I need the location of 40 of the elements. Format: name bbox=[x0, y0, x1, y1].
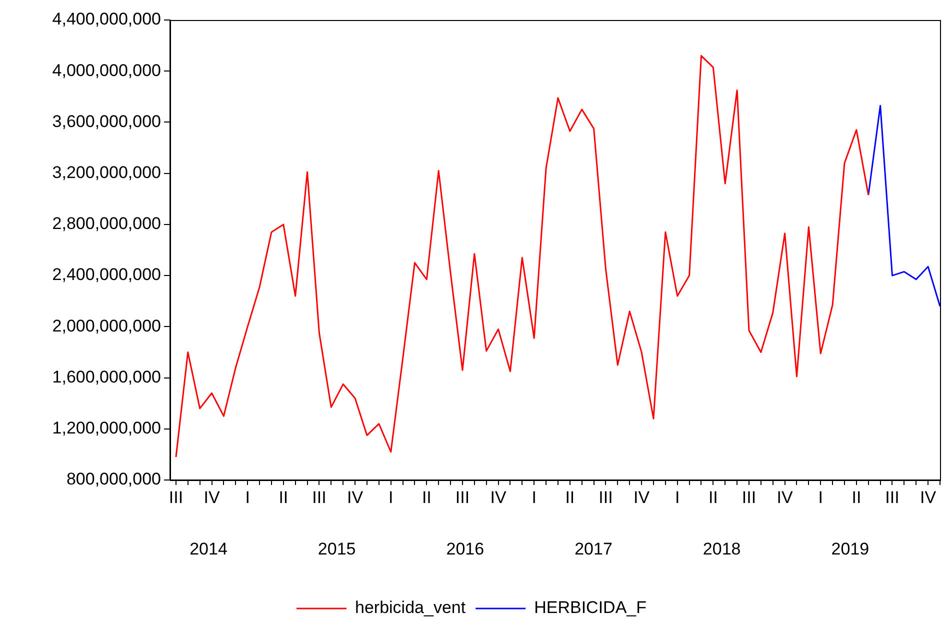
x-tick-label: IV bbox=[347, 488, 364, 507]
x-tick-label: I bbox=[532, 488, 536, 507]
y-tick-label: 2,000,000,000 bbox=[52, 316, 161, 336]
x-tick-label: II bbox=[852, 488, 862, 507]
text: 2014 bbox=[190, 540, 228, 559]
x-tick-label: III bbox=[598, 488, 613, 507]
x-tick-label: IV bbox=[776, 488, 794, 507]
y-tick-label: 2,800,000,000 bbox=[52, 214, 161, 234]
y-tick-label: 1,200,000,000 bbox=[52, 418, 161, 438]
y-tick-label: 4,000,000,000 bbox=[52, 60, 161, 80]
x-tick-label: IV bbox=[634, 488, 650, 507]
x-tick-label: II bbox=[708, 488, 718, 507]
legend-label: HERBICIDA_F bbox=[534, 598, 647, 618]
x-tick-label: I bbox=[388, 488, 394, 507]
x-tick-label: III bbox=[312, 488, 326, 507]
x-tick-label: I bbox=[245, 488, 250, 507]
y-tick-label: 4,400,000,000 bbox=[52, 10, 161, 29]
x-tick-label: II bbox=[278, 488, 288, 507]
text: 2018 bbox=[702, 540, 741, 559]
text: 2019 bbox=[831, 540, 870, 559]
text: 2015 bbox=[318, 540, 356, 559]
x-tick-label: IV bbox=[204, 488, 220, 507]
x-tick-label: III bbox=[168, 488, 184, 507]
x-tick-label: II bbox=[565, 488, 575, 507]
y-tick-label: 2,400,000,000 bbox=[52, 265, 161, 284]
x-tick-label: II bbox=[422, 488, 432, 507]
x-tick-label: III bbox=[455, 488, 470, 507]
text: 2017 bbox=[574, 540, 612, 559]
y-tick-label: 1,600,000,000 bbox=[52, 367, 161, 386]
y-tick-label: 800,000,000 bbox=[66, 470, 161, 489]
x-tick-label: I bbox=[674, 488, 680, 507]
x-tick-label: IV bbox=[920, 488, 937, 507]
text: 2016 bbox=[446, 540, 484, 559]
x-tick-label: I bbox=[818, 488, 823, 507]
x-tick-label: III bbox=[885, 488, 900, 507]
y-tick-label: 3,600,000,000 bbox=[52, 112, 161, 131]
legend-label: herbicida_vent bbox=[355, 598, 466, 618]
x-tick-label: IV bbox=[490, 488, 507, 507]
x-tick-label: III bbox=[742, 488, 756, 507]
y-tick-label: 3,200,000,000 bbox=[52, 163, 161, 182]
